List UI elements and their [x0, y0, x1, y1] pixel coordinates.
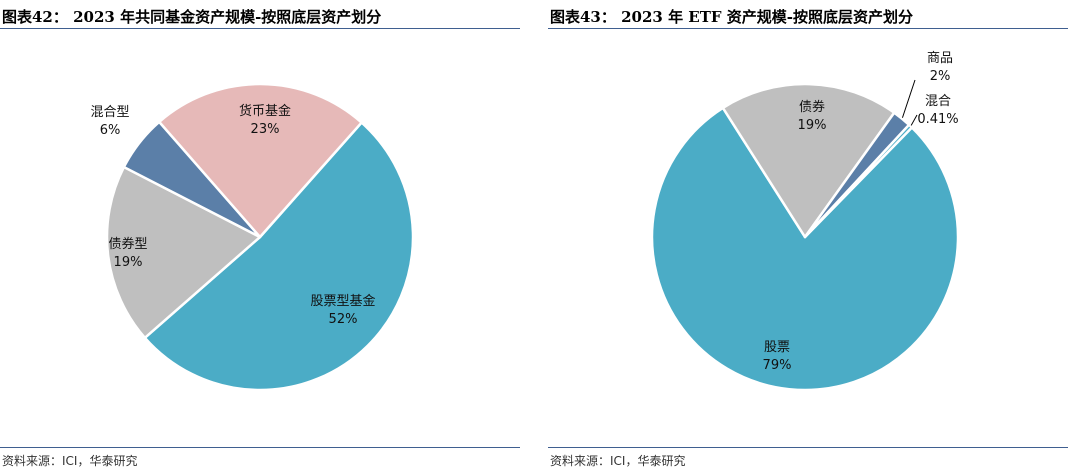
chart-title: 图表43： 2023 年 ETF 资产规模-按照底层资产划分 [550, 8, 913, 26]
chart-panel-etf: 图表43： 2023 年 ETF 资产规模-按照底层资产划分 股票 79% 债券 19… [548, 0, 1070, 472]
pie-chart-etf: 股票 79% 债券 19% 商品 2% 混合 0.41% [650, 51, 960, 392]
slice-label: 商品 [927, 51, 953, 66]
source-note: 资料来源：ICI，华泰研究 [550, 454, 686, 468]
slice-value-label: 19% [798, 118, 827, 133]
source-rule [548, 447, 1068, 448]
slice-label: 混合型 [90, 105, 129, 120]
leader-line [910, 114, 918, 126]
pie-slice [157, 82, 363, 239]
slice-value-label: 23% [251, 122, 280, 137]
pie-chart-mutual-funds: 股票型基金 52% 债券型 19% 混合型 6% 货币基金 23% [90, 82, 415, 392]
slice-value-label: 79% [763, 358, 792, 373]
pie-slice [721, 82, 896, 239]
title-rule [0, 28, 520, 29]
source-rule [0, 447, 520, 448]
slice-label: 股票型基金 [310, 293, 375, 309]
slice-value-label: 2% [930, 69, 951, 84]
pie-slice [803, 123, 914, 239]
slice-label: 债券型 [108, 236, 147, 252]
source-note: 资料来源：ICI，华泰研究 [2, 454, 138, 468]
pie-slice [650, 106, 960, 392]
title-rule [548, 28, 1068, 29]
leader-line [901, 79, 916, 118]
slice-label: 股票 [764, 340, 790, 355]
slice-value-label: 52% [329, 312, 358, 327]
pie-slice [143, 121, 415, 392]
slice-value-label: 19% [114, 255, 143, 270]
chart-title: 图表42： 2023 年共同基金资产规模-按照底层资产划分 [2, 8, 382, 26]
slice-label: 货币基金 [239, 103, 291, 119]
slice-label: 债券 [799, 99, 825, 115]
chart-panel-mutual-funds: 图表42： 2023 年共同基金资产规模-按照底层资产划分 股票型基金 52% 债券… [0, 0, 522, 472]
pie-slice [105, 165, 262, 340]
slice-value-label: 6% [100, 123, 121, 138]
slice-value-label: 0.41% [917, 112, 958, 127]
slice-label: 混合 [925, 94, 951, 109]
